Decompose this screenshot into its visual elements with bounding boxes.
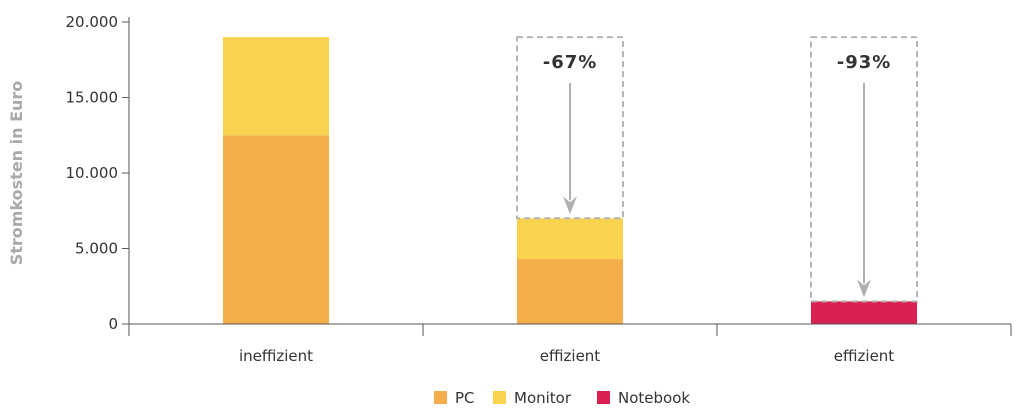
annotations: -67% -93% — [516, 36, 918, 303]
y-axis: 0 5.000 10.000 15.000 20.000 — [66, 13, 130, 333]
bar-notebook — [811, 301, 917, 324]
y-tick-label: 15.000 — [66, 89, 119, 107]
legend: PC Monitor Notebook — [434, 389, 690, 407]
annotation-box — [810, 36, 918, 303]
legend-label-pc: PC — [455, 389, 475, 407]
x-tick-label: effizient — [834, 347, 895, 365]
y-tick-label: 0 — [108, 315, 118, 333]
annotation-arrow-head — [563, 196, 577, 215]
bar-monitor — [517, 218, 623, 260]
annotation-label: -67% — [543, 52, 598, 73]
x-tick-label: ineffizient — [239, 347, 313, 365]
bar-pc — [223, 135, 329, 324]
bar-pc — [517, 259, 623, 324]
legend-swatch-notebook — [597, 391, 610, 404]
legend-label-monitor: Monitor — [514, 389, 572, 407]
y-tick-label: 5.000 — [75, 240, 118, 258]
x-axis: ineffizient effizient effizient — [128, 323, 1012, 365]
legend-swatch-monitor — [493, 391, 506, 404]
bar-monitor — [223, 37, 329, 136]
annotation-box — [516, 36, 624, 220]
bars — [223, 37, 917, 324]
y-tick-label: 20.000 — [66, 13, 119, 31]
legend-swatch-pc — [434, 391, 447, 404]
annotation-arrow-head — [857, 279, 871, 298]
annotation-label: -93% — [837, 52, 892, 73]
x-tick-label: effizient — [540, 347, 601, 365]
y-tick-label: 10.000 — [66, 164, 119, 182]
y-axis-label: Stromkosten in Euro — [7, 81, 26, 266]
legend-label-notebook: Notebook — [618, 389, 690, 407]
